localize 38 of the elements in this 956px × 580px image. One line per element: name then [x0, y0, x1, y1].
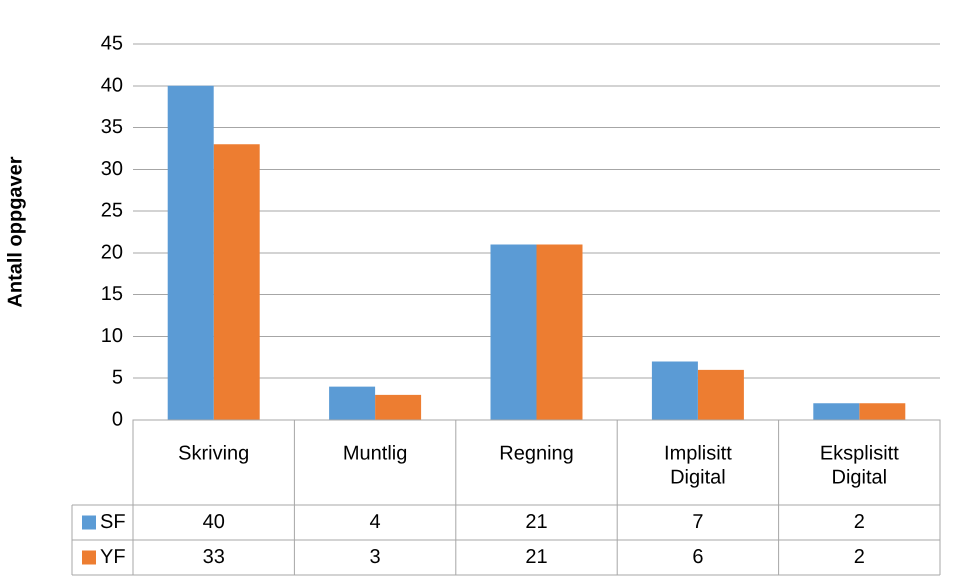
data-label: 40 — [202, 511, 225, 534]
data-label: 21 — [525, 511, 548, 534]
data-label: 2 — [854, 546, 865, 568]
x-tick-label: Implisitt Digital — [664, 442, 732, 489]
bar — [813, 403, 860, 420]
x-tick-label: Regning — [499, 442, 574, 465]
y-tick-label: 30 — [100, 158, 123, 180]
data-label: 33 — [202, 546, 225, 568]
x-tick-label: Muntlig — [342, 442, 408, 465]
data-label: 6 — [692, 546, 704, 568]
data-label: 3 — [370, 546, 381, 568]
y-tick-label: 0 — [112, 408, 123, 431]
y-tick-label: 25 — [100, 200, 123, 222]
bar — [214, 144, 260, 420]
bar — [375, 394, 422, 420]
y-tick-label: 10 — [100, 324, 123, 347]
y-tick-label: 5 — [112, 366, 123, 389]
data-label: 4 — [370, 511, 381, 534]
legend-label: YF — [100, 546, 126, 568]
bar — [859, 403, 906, 420]
y-tick-label: 35 — [100, 116, 123, 138]
x-tick-label: Eksplisitt Digital — [820, 442, 900, 489]
data-label: 21 — [525, 546, 548, 568]
bar — [652, 362, 698, 420]
bar — [329, 386, 376, 420]
y-tick-label: 40 — [100, 74, 123, 96]
y-tick-label: 20 — [100, 241, 123, 264]
y-tick-label: 15 — [100, 283, 123, 306]
bar — [536, 244, 582, 420]
y-tick-label: 45 — [100, 32, 123, 55]
data-label: 7 — [692, 511, 704, 534]
y-axis-title: Antall oppgaver — [4, 156, 27, 308]
data-label: 2 — [854, 511, 865, 534]
bar — [168, 86, 214, 420]
x-tick-label: Skriving — [178, 442, 250, 465]
bar — [490, 244, 536, 420]
bar — [698, 370, 744, 420]
legend-label: SF — [100, 511, 126, 534]
